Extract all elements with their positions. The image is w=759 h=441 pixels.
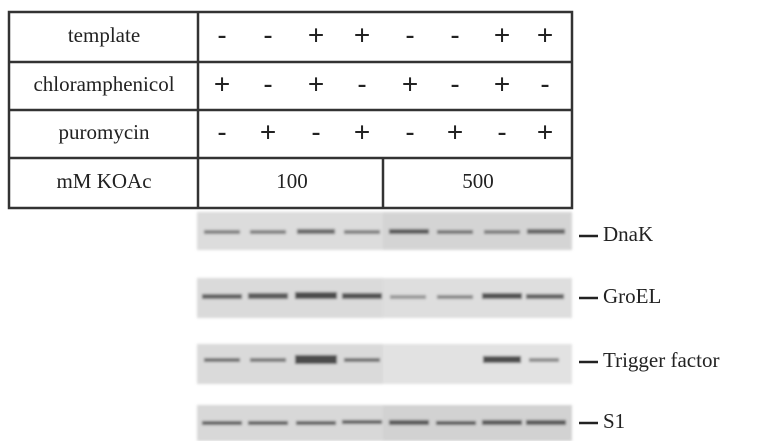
sign: - xyxy=(357,68,366,99)
sign: + xyxy=(354,116,370,147)
sign: + xyxy=(537,116,553,147)
sign: + xyxy=(494,19,510,50)
row-label: mM KOAc xyxy=(56,169,151,193)
sign: - xyxy=(405,19,414,50)
sign: - xyxy=(217,116,226,147)
sign: - xyxy=(217,19,226,50)
sign: - xyxy=(540,68,549,99)
row-label: template xyxy=(68,23,140,47)
koac-value: 100 xyxy=(276,169,308,193)
sign: + xyxy=(447,116,463,147)
blot-strips xyxy=(197,212,572,441)
blot-label: DnaK xyxy=(603,222,653,246)
sign: - xyxy=(450,68,459,99)
sign: - xyxy=(311,116,320,147)
blot-label-dashes xyxy=(579,236,598,423)
sign: - xyxy=(497,116,506,147)
row-label: chloramphenicol xyxy=(33,72,174,96)
blot-label: S1 xyxy=(603,409,625,433)
sign: + xyxy=(308,19,324,50)
sign: - xyxy=(263,68,272,99)
figure: template--++--++chloramphenicol+-+-+-+-p… xyxy=(0,0,759,441)
blot-label: Trigger factor xyxy=(603,348,719,372)
sign: + xyxy=(537,19,553,50)
koac-value: 500 xyxy=(462,169,494,193)
sign: - xyxy=(263,19,272,50)
sign: - xyxy=(450,19,459,50)
blot-label: GroEL xyxy=(603,284,661,308)
sign: + xyxy=(354,19,370,50)
sign: - xyxy=(405,116,414,147)
sign: + xyxy=(214,68,230,99)
sign: + xyxy=(260,116,276,147)
row-label: puromycin xyxy=(59,120,150,144)
sign: + xyxy=(494,68,510,99)
sign: + xyxy=(402,68,418,99)
sign: + xyxy=(308,68,324,99)
